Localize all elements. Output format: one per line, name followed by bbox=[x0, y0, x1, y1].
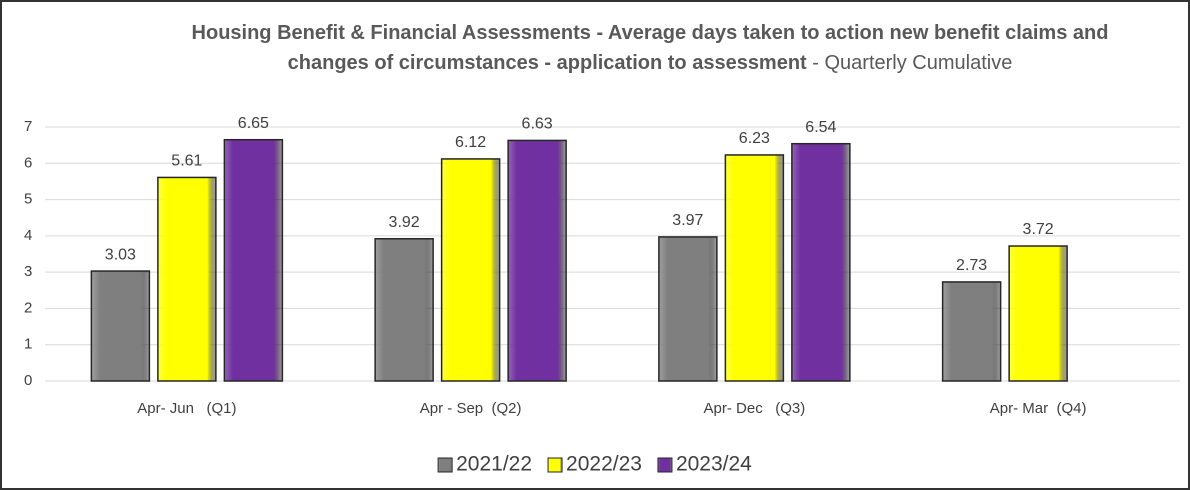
y-tick-label: 4 bbox=[24, 227, 32, 244]
data-label: 5.61 bbox=[171, 153, 202, 170]
y-tick-label: 1 bbox=[24, 336, 32, 353]
bar bbox=[223, 138, 284, 382]
bar bbox=[507, 139, 567, 382]
data-label: 3.72 bbox=[1023, 221, 1054, 238]
y-tick-label: 2 bbox=[24, 299, 32, 316]
x-tick-label: Apr- Jun (Q1) bbox=[137, 400, 236, 417]
data-label: 6.12 bbox=[455, 134, 486, 151]
data-label: 3.97 bbox=[672, 212, 703, 229]
legend-swatch bbox=[547, 457, 563, 473]
y-tick-label: 0 bbox=[24, 372, 32, 389]
legend-label: 2021/22 bbox=[456, 453, 532, 476]
y-tick-label: 3 bbox=[24, 263, 32, 280]
bar bbox=[1008, 245, 1068, 382]
x-tick-label: Apr- Mar (Q4) bbox=[990, 400, 1087, 417]
bar bbox=[724, 154, 785, 382]
bar bbox=[157, 176, 217, 382]
x-tick-label: Apr - Sep (Q2) bbox=[420, 400, 522, 417]
data-label: 6.23 bbox=[739, 130, 770, 147]
legend-label: 2022/23 bbox=[566, 453, 642, 476]
y-tick-label: 7 bbox=[24, 118, 32, 135]
data-label: 6.65 bbox=[238, 115, 269, 132]
data-label: 3.03 bbox=[105, 246, 136, 263]
legend-label: 2023/24 bbox=[676, 453, 752, 476]
data-label: 6.54 bbox=[805, 119, 836, 136]
data-label: 6.63 bbox=[522, 116, 553, 133]
title-block: Housing Benefit & Financial Assessments … bbox=[170, 18, 1130, 78]
data-label: 2.73 bbox=[956, 257, 987, 274]
legend-swatch bbox=[657, 457, 673, 473]
bar bbox=[90, 270, 151, 382]
y-tick-label: 6 bbox=[24, 154, 32, 171]
bar bbox=[941, 281, 1002, 382]
bar bbox=[791, 142, 851, 382]
bar bbox=[440, 158, 501, 382]
legend-swatch bbox=[437, 457, 453, 473]
y-tick-label: 5 bbox=[24, 191, 32, 208]
data-label: 3.92 bbox=[389, 214, 420, 231]
bar bbox=[374, 238, 434, 382]
x-tick-label: Apr- Dec (Q3) bbox=[704, 400, 806, 417]
chart-title: Housing Benefit & Financial Assessments … bbox=[191, 22, 1109, 74]
bar bbox=[658, 236, 718, 382]
chart-subtitle: - Quarterly Cumulative bbox=[812, 52, 1013, 74]
